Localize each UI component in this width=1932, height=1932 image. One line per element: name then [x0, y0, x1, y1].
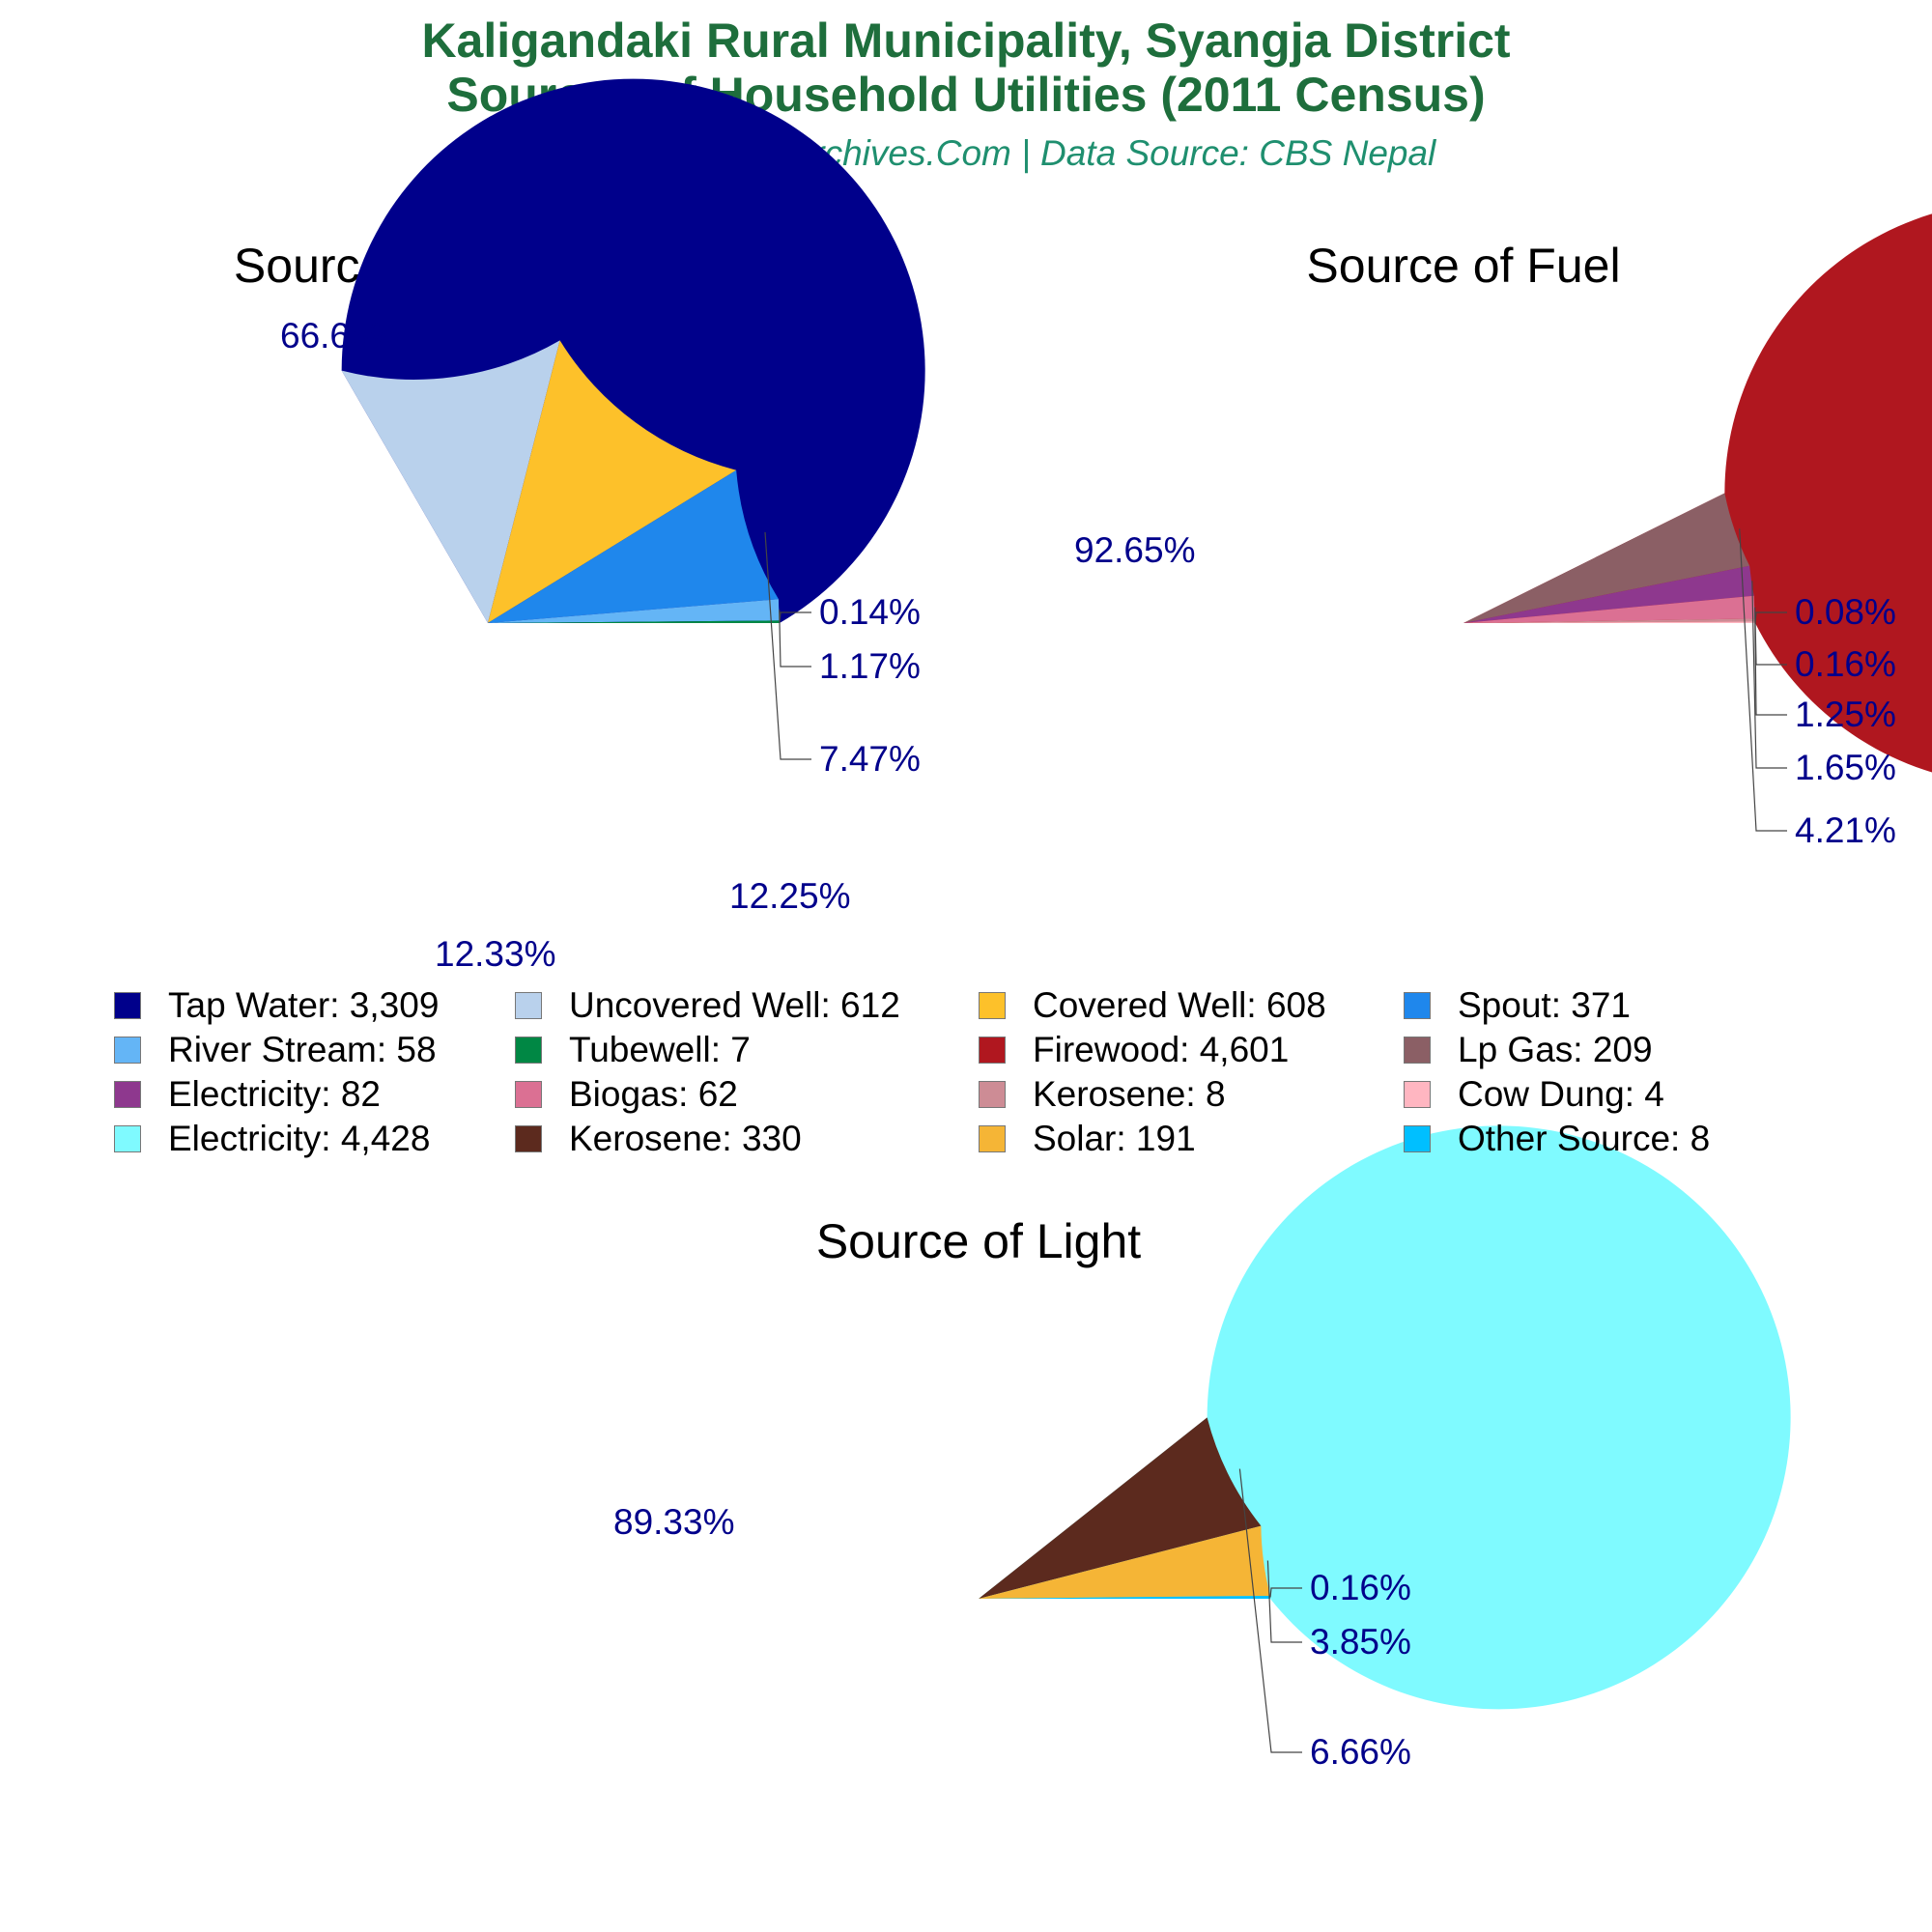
- legend-label: Kerosene: 8: [1033, 1074, 1226, 1114]
- pct-label-firewood: 92.65%: [1074, 530, 1196, 570]
- pct-label-river-stream: 1.17%: [819, 646, 921, 686]
- legend-item: Electricity: 82: [114, 1073, 381, 1116]
- legend-label: Spout: 371: [1458, 985, 1631, 1025]
- legend-label: Tubewell: 7: [569, 1030, 751, 1069]
- legend-swatch: [515, 992, 542, 1019]
- legend-item: Covered Well: 608: [979, 984, 1326, 1027]
- legend-item: Uncovered Well: 612: [515, 984, 900, 1027]
- legend-swatch: [979, 1081, 1006, 1108]
- pie-slice-lp-gas: [1463, 493, 1750, 623]
- pie-slice-biogas: [1463, 595, 1755, 623]
- legend-label: Lp Gas: 209: [1458, 1030, 1653, 1069]
- legend-label: Solar: 191: [1033, 1119, 1196, 1158]
- pie-slice-covered-well: [488, 340, 737, 623]
- legend-item: Spout: 371: [1404, 984, 1631, 1027]
- pct-label-biogas: 1.25%: [1795, 695, 1896, 734]
- legend-swatch: [979, 992, 1006, 1019]
- legend-swatch: [114, 992, 141, 1019]
- legend-swatch: [114, 1037, 141, 1064]
- leader-line-solar: [1266, 1560, 1302, 1643]
- pct-label-other-source: 0.16%: [1310, 1568, 1411, 1607]
- legend-swatch: [1404, 1125, 1431, 1152]
- pie-slice-river-stream: [488, 599, 780, 623]
- legend-label: Covered Well: 608: [1033, 985, 1326, 1025]
- legend-label: Uncovered Well: 612: [569, 985, 900, 1025]
- legend-swatch: [515, 1125, 542, 1152]
- legend-item: Firewood: 4,601: [979, 1029, 1289, 1071]
- pct-label-electricity: 1.65%: [1795, 748, 1896, 787]
- pie-slice-firewood: [1463, 213, 1932, 773]
- pct-label-covered-well: 12.25%: [729, 876, 851, 916]
- legend-label: Firewood: 4,601: [1033, 1030, 1290, 1069]
- legend-item: Tubewell: 7: [515, 1029, 751, 1071]
- legend-label: Other Source: 8: [1458, 1119, 1711, 1158]
- legend-item: Kerosene: 8: [979, 1073, 1226, 1116]
- pie-slice-other-source: [979, 1595, 1270, 1599]
- legend-label: Electricity: 82: [168, 1074, 382, 1114]
- leader-line-biogas: [1754, 607, 1787, 716]
- pie-slice-solar: [979, 1525, 1270, 1599]
- pie-slice-kerosene: [979, 1417, 1262, 1599]
- legend-swatch: [1404, 992, 1431, 1019]
- legend-item: Biogas: 62: [515, 1073, 738, 1116]
- legend-item: Solar: 191: [979, 1118, 1196, 1160]
- chart-title-line1: Kaligandaki Rural Municipality, Syangja …: [421, 14, 1511, 68]
- pct-label-solar: 3.85%: [1310, 1622, 1411, 1662]
- pct-label-tap-water: 66.65%: [280, 316, 402, 355]
- leader-line-lp-gas: [1739, 528, 1787, 832]
- legend-item: Electricity: 4,428: [114, 1118, 430, 1160]
- leader-line-other-source: [1269, 1587, 1302, 1598]
- pie-slice-tubewell: [488, 620, 780, 623]
- pie-slice-spout: [488, 469, 779, 623]
- pie-slice-uncovered-well: [341, 340, 560, 623]
- pie-slice-electricity: [1463, 565, 1754, 623]
- legend-item: River Stream: 58: [114, 1029, 437, 1071]
- pct-label-tubewell: 0.14%: [819, 592, 921, 632]
- pct-label-lp-gas: 4.21%: [1795, 810, 1896, 850]
- legend-swatch: [979, 1125, 1006, 1152]
- pie-title-source-of-fuel: Source of Fuel: [1306, 239, 1620, 293]
- legend-swatch: [114, 1125, 141, 1152]
- pie-title-source-of-light: Source of Light: [816, 1214, 1141, 1268]
- legend-label: Biogas: 62: [569, 1074, 738, 1114]
- legend-label: Cow Dung: 4: [1458, 1074, 1664, 1114]
- legend-swatch: [515, 1081, 542, 1108]
- pie-slice-cow-dung: [1463, 621, 1755, 623]
- pct-label-electricity: 89.33%: [613, 1502, 735, 1542]
- legend-swatch: [515, 1037, 542, 1064]
- legend-item: Lp Gas: 209: [1404, 1029, 1653, 1071]
- legend-swatch: [1404, 1037, 1431, 1064]
- legend-swatch: [1404, 1081, 1431, 1108]
- legend-swatch: [979, 1037, 1006, 1064]
- legend-swatch: [114, 1081, 141, 1108]
- pct-label-kerosene: 6.66%: [1310, 1732, 1411, 1772]
- pct-label-spout: 7.47%: [819, 739, 921, 779]
- legend-item: Kerosene: 330: [515, 1118, 802, 1160]
- legend-label: Kerosene: 330: [569, 1119, 802, 1158]
- leader-line-spout: [764, 531, 811, 760]
- legend-label: River Stream: 58: [168, 1030, 437, 1069]
- pct-label-cow-dung: 0.08%: [1795, 592, 1896, 632]
- pct-label-uncovered-well: 12.33%: [435, 934, 556, 974]
- legend-label: Tap Water: 3,309: [168, 985, 440, 1025]
- leader-line-electricity: [1751, 581, 1787, 769]
- legend-item: Other Source: 8: [1404, 1118, 1710, 1160]
- leader-line-kerosene: [1238, 1468, 1302, 1753]
- leader-line-river-stream: [779, 610, 811, 668]
- pct-label-kerosene: 0.16%: [1795, 644, 1896, 684]
- legend-item: Tap Water: 3,309: [114, 984, 439, 1027]
- legend-label: Electricity: 4,428: [168, 1119, 431, 1158]
- legend-item: Cow Dung: 4: [1404, 1073, 1664, 1116]
